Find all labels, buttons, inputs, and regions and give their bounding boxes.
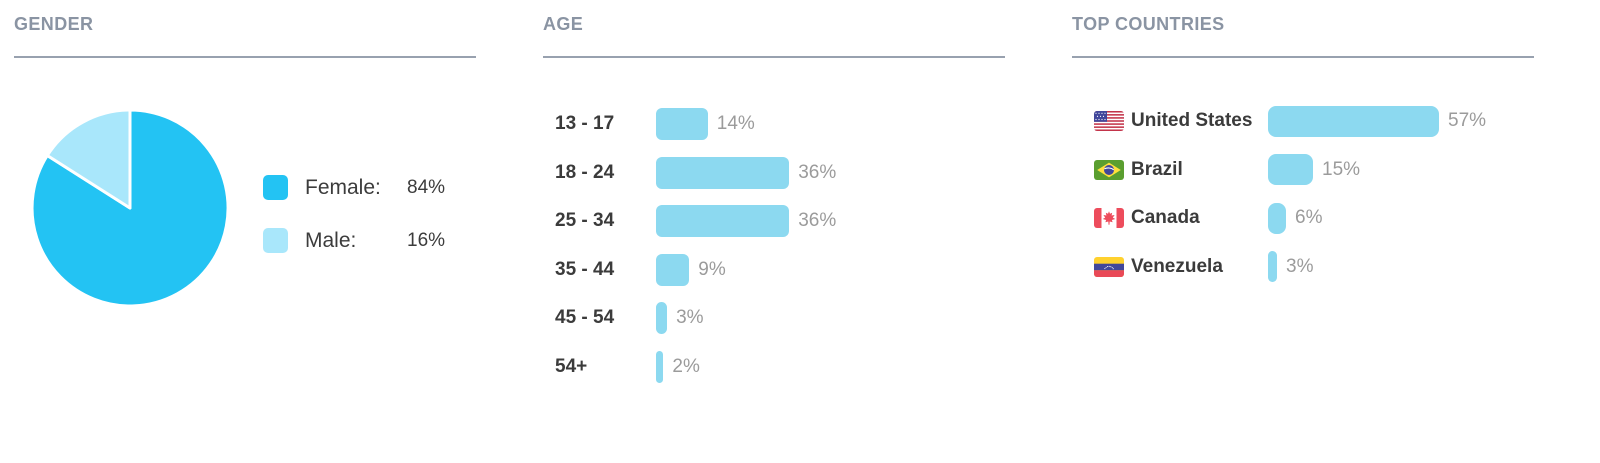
age-row: 18 - 24 36%	[555, 149, 836, 198]
age-bar	[656, 350, 664, 383]
canada-flag-icon	[1094, 208, 1124, 229]
country-row: Canada 6%	[1094, 194, 1486, 243]
age-bar	[656, 108, 708, 141]
age-row: 45 - 54 3%	[555, 294, 836, 343]
country-bar-value: 57%	[1448, 110, 1487, 132]
age-category-label: 25 - 34	[555, 210, 615, 232]
country-bar-value: 6%	[1295, 207, 1323, 229]
gender-section-header: GENDER	[14, 0, 476, 58]
country-name: Venezuela	[1131, 255, 1223, 277]
gender-pie-chart	[30, 108, 230, 308]
gender-title: GENDER	[14, 14, 94, 34]
country-bar	[1268, 251, 1277, 283]
gender-legend: Female: 84% Male: 16%	[263, 175, 445, 253]
country-bar	[1268, 154, 1313, 186]
age-bar-chart: 13 - 17 14% 18 - 24 36% 25 - 34 36% 35 -…	[555, 100, 836, 391]
gender-panel: GENDER Female: 84% Male: 16%	[14, 0, 476, 463]
male-label: Male:	[305, 228, 357, 252]
age-bar	[656, 253, 690, 286]
country-row: Brazil 15%	[1094, 146, 1486, 195]
age-bar-value: 36%	[798, 161, 837, 183]
female-value: 84%	[407, 176, 446, 198]
countries-section-header: TOP COUNTRIES	[1072, 0, 1534, 58]
age-bar	[656, 205, 790, 238]
country-row: United States 57%	[1094, 97, 1486, 146]
pie-slice-male	[45, 108, 132, 210]
age-bar-value: 9%	[698, 258, 726, 280]
age-row: 13 - 17 14%	[555, 100, 836, 149]
age-row: 25 - 34 36%	[555, 197, 836, 246]
countries-bar-chart: United States 57% Brazil 15%	[1094, 97, 1486, 291]
venezuela-flag-icon	[1094, 256, 1124, 277]
country-row: Venezuela 3%	[1094, 243, 1486, 292]
countries-panel: TOP COUNTRIES	[1072, 0, 1534, 463]
legend-item-male: Male: 16%	[263, 228, 445, 253]
age-bar-value: 2%	[672, 355, 700, 377]
country-name: Brazil	[1131, 158, 1183, 180]
age-category-label: 45 - 54	[555, 307, 615, 329]
country-name: United States	[1131, 110, 1253, 132]
age-bar-value: 14%	[716, 113, 755, 135]
age-row: 35 - 44 9%	[555, 246, 836, 295]
age-category-label: 54+	[555, 355, 588, 377]
age-category-label: 18 - 24	[555, 161, 615, 183]
country-bar-value: 15%	[1322, 158, 1361, 180]
age-bar-value: 3%	[676, 307, 704, 329]
age-bar	[656, 302, 668, 335]
age-panel: AGE 13 - 17 14% 18 - 24 36% 25 - 34 36% …	[543, 0, 1005, 463]
country-name: Canada	[1131, 207, 1200, 229]
age-title: AGE	[543, 14, 584, 34]
country-bar	[1268, 202, 1286, 234]
female-swatch-icon	[263, 175, 288, 200]
country-bar	[1268, 105, 1439, 137]
male-value: 16%	[407, 229, 446, 251]
age-section-header: AGE	[543, 0, 1005, 58]
legend-item-female: Female: 84%	[263, 175, 445, 200]
age-category-label: 13 - 17	[555, 113, 615, 135]
us-flag-icon	[1094, 111, 1124, 132]
male-swatch-icon	[263, 228, 288, 253]
brazil-flag-icon	[1094, 159, 1124, 180]
age-bar	[656, 156, 790, 189]
age-category-label: 35 - 44	[555, 258, 615, 280]
female-label: Female:	[305, 175, 381, 199]
country-bar-value: 3%	[1286, 255, 1314, 277]
age-row: 54+ 2%	[555, 343, 836, 392]
age-bar-value: 36%	[798, 210, 837, 232]
countries-title: TOP COUNTRIES	[1072, 14, 1225, 34]
